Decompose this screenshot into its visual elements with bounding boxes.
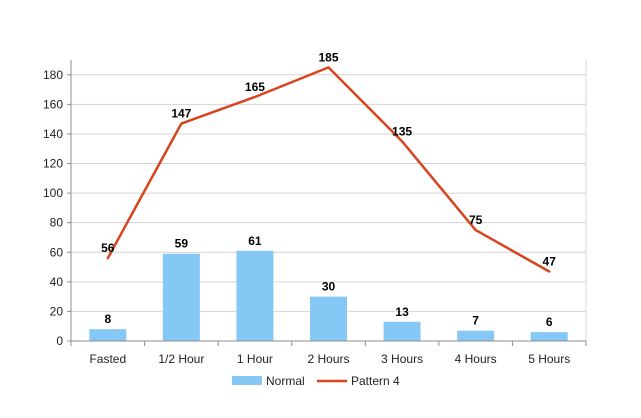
line-data-label-4-hours: 75 (469, 213, 483, 227)
line-data-label-1-2-hour: 147 (171, 107, 191, 121)
y-tick-label-180: 180 (43, 68, 63, 82)
x-tick-label-5-hours: 5 Hours (528, 352, 570, 366)
bar-fasted (89, 329, 127, 341)
y-tick-label-120: 120 (43, 157, 63, 171)
bar-5-hours (530, 332, 568, 341)
line-data-label-3-hours: 135 (392, 124, 412, 138)
y-tick-label-40: 40 (50, 275, 64, 289)
line-data-label-fasted: 56 (101, 241, 115, 255)
y-tick-label-100: 100 (43, 186, 63, 200)
line-series-pattern-4 (106, 66, 551, 273)
line-data-label-5-hours: 47 (543, 254, 557, 268)
legend-label-pattern-4: Pattern 4 (351, 374, 400, 388)
legend: Normal Pattern 4 (232, 374, 400, 388)
y-tick-label-20: 20 (50, 304, 64, 318)
y-tick-label-160: 160 (43, 97, 63, 111)
bar-1-hour (236, 250, 274, 341)
legend-swatch-normal (232, 376, 262, 385)
axes: 0 20 40 60 80 100 120 140 160 180 Fasted 1/2 Hour 1 … (43, 60, 587, 366)
y-tick-label-0: 0 (56, 334, 63, 348)
bar-data-label-fasted: 8 (104, 312, 111, 326)
line-data-label-1-hour: 165 (245, 80, 265, 94)
bar-4-hours (457, 330, 495, 341)
y-tick-label-140: 140 (43, 127, 63, 141)
bar-3-hours (383, 321, 421, 341)
bar-data-label-2-hours: 30 (322, 280, 336, 294)
x-tick-label-3-hours: 3 Hours (381, 352, 423, 366)
legend-label-normal: Normal (266, 374, 305, 388)
x-tick-label-1-2-hour: 1/2 Hour (158, 352, 204, 366)
y-tick-label-60: 60 (50, 245, 64, 259)
bar-data-label-3-hours: 13 (395, 305, 409, 319)
bar-data-label-4-hours: 7 (472, 314, 479, 328)
x-tick-label-1-hour: 1 Hour (237, 352, 273, 366)
x-tick-label-fasted: Fasted (89, 352, 126, 366)
y-tick-label-80: 80 (50, 216, 64, 230)
x-tick-label-2-hours: 2 Hours (307, 352, 349, 366)
data-labels: 8 59 61 30 13 7 6 56 147 165 185 135 75 47 (101, 50, 556, 329)
x-tick-label-4-hours: 4 Hours (455, 352, 497, 366)
gridlines (71, 60, 587, 341)
bar-data-label-5-hours: 6 (546, 315, 553, 329)
bar-data-label-1-2-hour: 59 (175, 237, 189, 251)
bar-1-2-hour (162, 253, 200, 341)
bar-2-hours (310, 296, 347, 341)
line-data-label-2-hours: 185 (318, 50, 338, 64)
bar-series-normal (89, 250, 568, 341)
bar-data-label-1-hour: 61 (248, 234, 262, 248)
